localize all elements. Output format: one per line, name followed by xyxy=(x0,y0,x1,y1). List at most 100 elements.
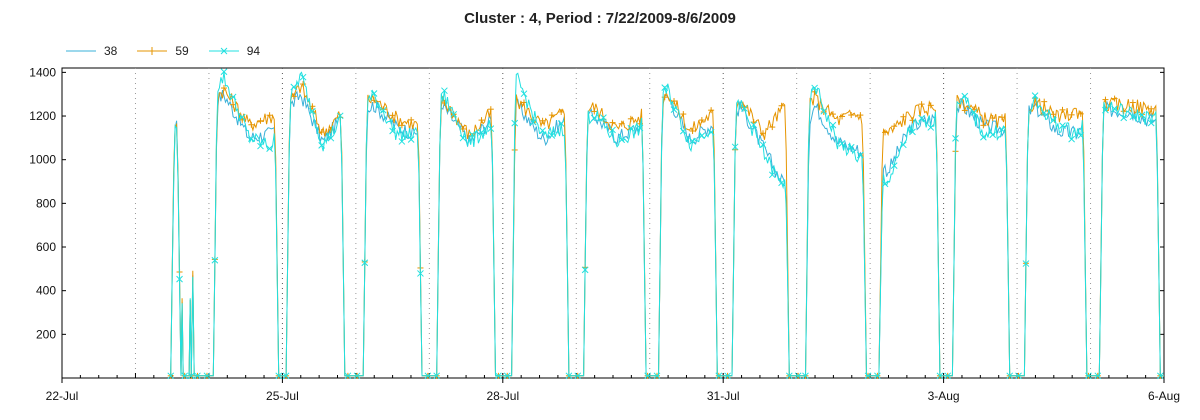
data-point-94 xyxy=(424,372,432,380)
data-point-94 xyxy=(557,120,565,127)
data-point-94 xyxy=(874,372,881,380)
data-point-94 xyxy=(864,372,872,380)
legend-item-38: 38 xyxy=(66,44,117,58)
data-point-94 xyxy=(636,124,644,132)
data-point-94 xyxy=(565,372,573,380)
data-point-94 xyxy=(450,110,458,118)
data-point-94 xyxy=(275,372,283,380)
data-point-94 xyxy=(750,121,758,129)
data-point-94 xyxy=(724,372,731,380)
series-line-38 xyxy=(170,89,1164,377)
data-point-94 xyxy=(600,114,607,122)
y-tick-label: 600 xyxy=(36,240,56,254)
data-point-94 xyxy=(794,372,802,380)
legend-swatch-94 xyxy=(208,47,239,55)
legend-label-59: 59 xyxy=(175,44,189,58)
data-point-94 xyxy=(361,259,369,267)
data-point-94 xyxy=(211,256,219,264)
data-point-94 xyxy=(398,138,406,145)
data-point-94 xyxy=(778,179,785,187)
data-point-94 xyxy=(309,107,316,115)
data-point-94 xyxy=(353,372,361,380)
data-point-94 xyxy=(970,109,978,116)
data-point-94 xyxy=(1129,113,1137,121)
x-tick-label: 25-Jul xyxy=(266,389,299,403)
data-point-94 xyxy=(989,131,997,139)
data-point-94 xyxy=(1040,109,1048,117)
data-point-94 xyxy=(327,134,335,142)
data-point-94 xyxy=(370,90,378,97)
data-point-94 xyxy=(1015,372,1022,380)
data-point-94 xyxy=(1120,114,1128,122)
series-line-94 xyxy=(170,71,1164,377)
data-point-94 xyxy=(653,372,661,380)
legend-item-94: 94 xyxy=(208,44,260,58)
data-point-94 xyxy=(282,372,290,380)
data-point-94 xyxy=(1111,105,1118,113)
data-point-94 xyxy=(811,84,818,92)
data-point-94 xyxy=(1068,135,1075,143)
data-point-94 xyxy=(1059,122,1066,130)
data-point-94 xyxy=(785,372,793,380)
data-point-94 xyxy=(1147,119,1155,127)
data-point-94 xyxy=(590,114,598,122)
x-tick-label: 22-Jul xyxy=(46,389,79,403)
data-point-94 xyxy=(609,126,616,134)
data-point-94 xyxy=(379,106,387,114)
data-point-94 xyxy=(802,372,809,380)
data-point-94 xyxy=(468,131,476,138)
data-point-94 xyxy=(731,143,739,151)
legend-label-38: 38 xyxy=(104,44,118,58)
data-point-94 xyxy=(715,372,723,380)
x-tick-label: 6-Aug xyxy=(1148,389,1180,403)
legend: 38 59 94 xyxy=(66,43,280,59)
data-point-94 xyxy=(574,372,582,380)
data-point-94 xyxy=(433,372,441,380)
data-point-94 xyxy=(581,266,589,274)
data-point-94 xyxy=(167,372,175,380)
data-point-94 xyxy=(909,128,916,136)
data-point-94 xyxy=(187,372,195,380)
data-point-94 xyxy=(1085,372,1092,380)
series-markers-94 xyxy=(167,68,1164,380)
data-point-94 xyxy=(248,135,255,142)
data-point-94 xyxy=(539,127,546,134)
data-point-94 xyxy=(487,125,495,132)
data-point-94 xyxy=(176,275,183,283)
y-tick-label: 1400 xyxy=(29,65,56,79)
data-point-94 xyxy=(495,372,502,380)
legend-swatch-59 xyxy=(137,47,168,55)
data-point-94 xyxy=(927,124,935,131)
data-point-94 xyxy=(707,128,715,136)
data-point-94 xyxy=(857,151,864,159)
x-tick-label: 31-Jul xyxy=(707,389,740,403)
data-point-94 xyxy=(529,118,537,126)
data-point-94 xyxy=(1031,92,1039,99)
data-point-94 xyxy=(220,68,228,76)
series-line-59 xyxy=(170,82,1164,377)
data-point-94 xyxy=(417,270,424,277)
data-point-94 xyxy=(1006,372,1014,380)
legend-swatch-38 xyxy=(66,50,96,52)
y-tick-label: 1200 xyxy=(29,109,56,123)
series-markers-59 xyxy=(167,81,1164,379)
data-point-94 xyxy=(511,119,519,127)
x-tick-label: 28-Jul xyxy=(486,389,519,403)
y-tick-label: 1000 xyxy=(29,153,56,167)
legend-item-59: 59 xyxy=(137,44,189,58)
data-point-94 xyxy=(1094,372,1102,380)
data-point-94 xyxy=(899,141,907,149)
data-point-94 xyxy=(257,142,264,150)
data-point-94 xyxy=(820,107,828,115)
data-point-94 xyxy=(503,372,511,380)
data-point-94 xyxy=(670,106,678,114)
data-point-94 xyxy=(679,127,687,135)
x-tick-label: 3-Aug xyxy=(928,389,960,403)
data-point-94 xyxy=(520,90,528,98)
y-tick-label: 800 xyxy=(36,196,56,210)
chart-title: Cluster : 4, Period : 7/22/2009-8/6/2009 xyxy=(464,10,736,27)
data-point-94 xyxy=(181,372,189,380)
data-point-94 xyxy=(661,84,669,91)
data-point-94 xyxy=(238,113,246,121)
